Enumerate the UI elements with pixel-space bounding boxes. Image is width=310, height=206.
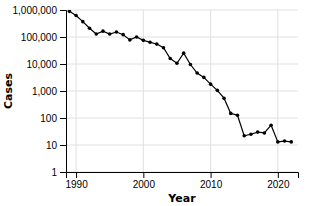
x-tick: 2000 <box>133 172 156 190</box>
y-axis: 1 10 100 1,000 10,000 100,000 1,000,000 <box>13 5 67 178</box>
marks <box>68 10 294 144</box>
y-tick: 10,000 <box>26 59 66 70</box>
y-tick-label: 100,000 <box>21 32 58 43</box>
point <box>195 71 199 75</box>
y-tick: 100 <box>40 113 66 124</box>
point <box>276 140 280 144</box>
y-tick-mark <box>60 172 66 173</box>
x-tick-label: 2010 <box>200 179 223 190</box>
point <box>168 57 172 61</box>
y-tick-label: 1,000,000 <box>13 5 58 16</box>
x-tick-label: 1990 <box>65 179 88 190</box>
point <box>128 38 132 42</box>
y-tick-mark <box>60 118 66 119</box>
x-tick-mark <box>143 172 144 178</box>
plot: 1990 2000 2010 2020 1 10 100 1,000 10,000 100,000… <box>13 5 299 190</box>
y-tick-mark <box>60 91 66 92</box>
point <box>189 63 193 67</box>
point <box>209 82 213 86</box>
grid-line-y <box>66 64 298 65</box>
y-tick-label: 100 <box>40 113 57 124</box>
x-tick: 2020 <box>267 172 290 190</box>
point <box>81 20 85 24</box>
grid <box>66 10 298 172</box>
point <box>74 14 78 18</box>
point <box>88 27 92 31</box>
y-tick: 1 <box>51 167 66 178</box>
point <box>263 131 267 135</box>
y-tick-label: 1 <box>51 167 57 178</box>
point <box>121 33 125 37</box>
grid-line-y <box>66 10 298 11</box>
y-tick-label: 10 <box>46 140 58 151</box>
x-axis-line <box>67 173 299 179</box>
point <box>236 113 240 117</box>
point <box>148 40 152 44</box>
y-axis-line <box>60 11 67 173</box>
x-tick-label: 2000 <box>133 179 156 190</box>
y-tick-mark <box>60 37 66 38</box>
y-tick: 1,000,000 <box>13 5 67 16</box>
point <box>269 123 273 127</box>
point <box>222 96 226 100</box>
point <box>242 134 246 138</box>
x-tick: 1990 <box>65 172 88 190</box>
x-tick-mark <box>211 172 212 178</box>
chart: 1990 2000 2010 2020 1 10 100 1,000 10,000 100,000… <box>0 0 310 206</box>
point <box>108 32 112 36</box>
point <box>142 39 146 43</box>
point <box>162 46 166 50</box>
x-tick-label: 2020 <box>267 179 290 190</box>
point <box>94 32 98 36</box>
x-tick-mark <box>76 172 77 178</box>
point <box>249 132 253 136</box>
y-tick-mark <box>60 10 66 11</box>
point <box>68 10 72 13</box>
grid-line-y <box>66 145 298 146</box>
y-tick: 10 <box>46 140 66 151</box>
point <box>115 30 119 34</box>
point <box>256 130 260 134</box>
point <box>135 35 139 39</box>
point <box>182 51 186 55</box>
y-tick: 100,000 <box>21 32 66 43</box>
y-axis-title: Cases <box>2 73 15 110</box>
point <box>155 42 159 46</box>
point <box>229 112 233 116</box>
y-tick-mark <box>60 145 66 146</box>
line <box>69 11 291 142</box>
y-tick-mark <box>60 64 66 65</box>
x-tick: 2010 <box>200 172 223 190</box>
point <box>202 76 206 80</box>
point <box>216 89 220 93</box>
point <box>283 139 287 143</box>
point <box>289 140 293 144</box>
y-tick-label: 10,000 <box>26 59 57 70</box>
x-axis-title: Year <box>167 192 196 205</box>
point <box>175 61 179 65</box>
y-tick-label: 1,000 <box>32 86 57 97</box>
y-tick: 1,000 <box>32 86 66 97</box>
x-axis: 1990 2000 2010 2020 <box>65 172 298 190</box>
grid-line-y <box>66 118 298 119</box>
x-tick-mark <box>278 172 279 178</box>
grid-line-y <box>66 91 298 92</box>
grid-line-y <box>66 37 298 38</box>
point <box>101 29 105 33</box>
